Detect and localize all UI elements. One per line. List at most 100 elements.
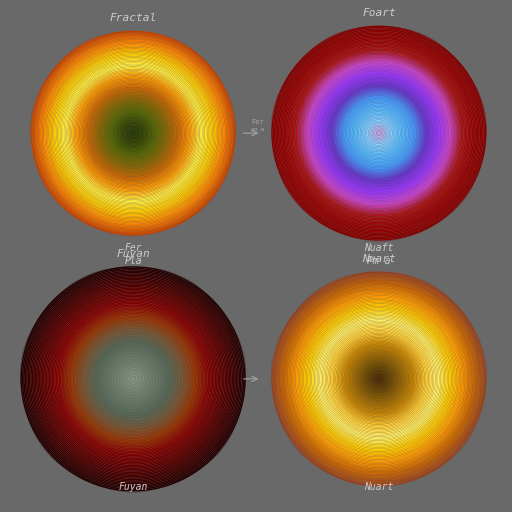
Polygon shape [375,129,383,137]
Polygon shape [81,81,186,185]
Polygon shape [317,71,441,195]
Polygon shape [108,354,159,404]
Polygon shape [79,79,187,187]
Polygon shape [102,348,164,410]
Polygon shape [306,306,452,452]
Polygon shape [35,35,231,231]
Polygon shape [372,126,386,140]
Polygon shape [36,282,230,476]
Polygon shape [340,340,418,418]
Polygon shape [282,282,476,476]
Polygon shape [273,273,485,485]
Polygon shape [95,95,172,172]
Polygon shape [271,26,486,241]
Polygon shape [53,53,214,214]
Polygon shape [20,266,246,492]
Polygon shape [356,110,402,156]
Polygon shape [301,55,457,211]
Polygon shape [109,109,158,157]
Polygon shape [112,358,154,400]
Polygon shape [131,131,136,136]
Polygon shape [28,273,239,484]
Polygon shape [51,51,215,215]
Polygon shape [271,271,486,486]
Polygon shape [41,287,225,471]
Polygon shape [32,32,234,234]
Polygon shape [106,106,160,160]
Polygon shape [337,337,420,420]
Polygon shape [314,314,443,443]
Polygon shape [115,115,151,151]
Polygon shape [349,103,409,163]
Polygon shape [45,290,222,467]
Polygon shape [127,373,139,385]
Polygon shape [357,112,400,155]
Polygon shape [289,43,469,223]
Polygon shape [313,67,445,199]
Polygon shape [274,28,484,238]
Polygon shape [290,45,467,222]
Polygon shape [125,125,141,141]
Text: Fer: Fer [124,243,142,253]
Polygon shape [29,275,238,483]
Polygon shape [76,76,190,190]
Polygon shape [317,317,441,441]
Polygon shape [309,309,449,449]
Polygon shape [352,106,406,160]
Polygon shape [332,332,426,426]
Polygon shape [56,56,210,210]
Polygon shape [278,32,480,234]
Polygon shape [90,90,177,177]
Polygon shape [66,311,201,446]
Polygon shape [363,117,395,149]
Polygon shape [329,329,429,429]
Polygon shape [291,46,466,221]
Polygon shape [282,36,476,230]
Polygon shape [78,78,188,188]
Polygon shape [368,368,390,390]
Polygon shape [284,38,474,228]
Polygon shape [33,279,233,479]
Polygon shape [26,272,240,486]
Polygon shape [297,297,461,461]
Polygon shape [35,281,231,477]
Polygon shape [33,33,233,233]
Polygon shape [310,65,447,202]
Polygon shape [342,96,417,170]
Polygon shape [129,375,137,383]
Polygon shape [94,94,173,173]
Polygon shape [59,59,207,207]
Polygon shape [285,39,473,227]
Polygon shape [74,74,192,192]
Polygon shape [53,298,214,459]
Polygon shape [298,53,460,214]
Polygon shape [348,102,410,164]
Polygon shape [338,338,419,419]
Polygon shape [309,63,449,203]
Polygon shape [116,362,150,396]
Polygon shape [288,288,470,470]
Polygon shape [367,367,391,391]
Text: Fractal: Fractal [110,13,157,23]
Polygon shape [69,69,197,197]
Polygon shape [293,47,465,219]
Polygon shape [344,98,414,168]
Polygon shape [73,318,194,439]
Polygon shape [274,274,484,484]
Polygon shape [321,321,437,437]
Polygon shape [77,77,189,189]
Polygon shape [77,323,189,435]
Polygon shape [63,63,204,203]
Polygon shape [367,121,391,145]
Polygon shape [122,122,145,144]
Polygon shape [357,357,400,400]
Polygon shape [119,365,147,393]
Polygon shape [88,334,178,424]
Polygon shape [336,90,422,176]
Polygon shape [325,325,433,433]
Polygon shape [89,89,178,178]
Polygon shape [343,97,415,169]
Polygon shape [289,289,469,469]
Polygon shape [98,344,168,414]
Polygon shape [273,27,485,239]
